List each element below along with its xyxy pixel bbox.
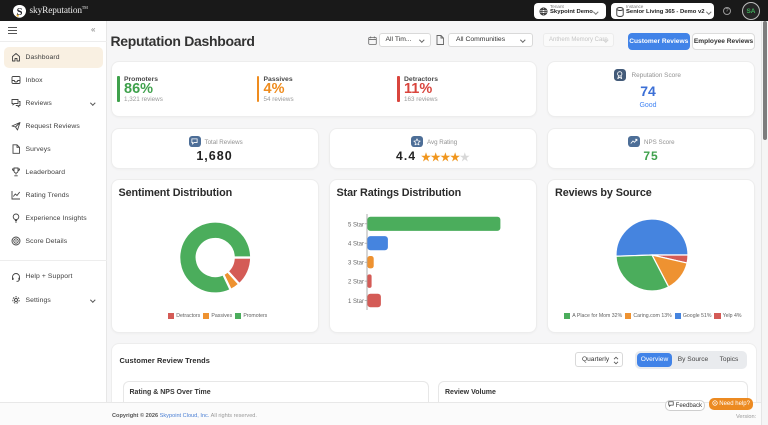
svg-text:S: S: [17, 7, 23, 18]
